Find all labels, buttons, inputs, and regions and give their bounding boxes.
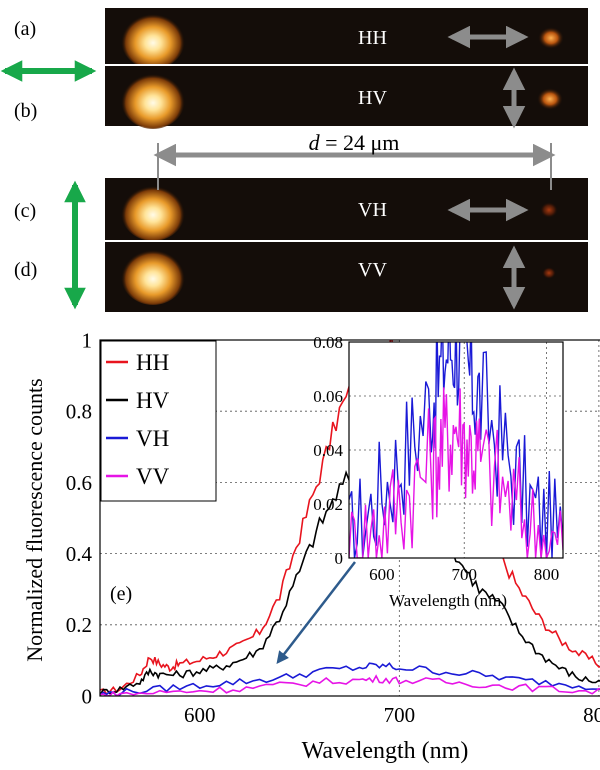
series-line-vh: [349, 342, 563, 558]
mode-label-vv: VV: [358, 259, 387, 281]
series-line-vv: [100, 674, 600, 696]
legend-box: [100, 340, 217, 502]
legend: HH HV VH VV: [100, 340, 217, 502]
mode-label-hv: HV: [358, 87, 387, 109]
panel-label-b: (b): [14, 100, 37, 122]
mode-label-vh: VH: [358, 199, 387, 221]
y-tick-label: 0.08: [313, 333, 343, 352]
y-tick-label: 0.8: [66, 400, 92, 424]
series-line-vv: [349, 387, 563, 558]
x-tick-label: 800: [534, 565, 560, 584]
chart-panel-label: (e): [110, 583, 132, 605]
panel-label-c: (c): [14, 200, 36, 222]
inset-frame: [348, 341, 564, 559]
x-tick-label: 600: [184, 703, 216, 727]
mode-label-hh: HH: [358, 27, 387, 49]
y-tick-label: 0: [335, 549, 344, 568]
y-tick-label: 0.6: [66, 471, 92, 495]
y-tick-label: 0.02: [313, 495, 343, 514]
inset-x-axis-label: Wavelength (nm): [389, 591, 507, 610]
y-tick-label: 0.4: [66, 542, 93, 566]
inset-pointer-arrow-icon: [276, 561, 356, 664]
microscope-panels: (a) (b) (c) (d) HH HV VH VV d = 24 μm: [0, 8, 588, 312]
y-tick-label: 0.04: [313, 441, 343, 460]
y-tick-label: 0.2: [66, 613, 92, 637]
inset-chart: 600 700 800 0 0.02 0.04 0.06 0.08 Wavelength (n…: [313, 333, 564, 610]
y-tick-label: 0: [82, 684, 93, 708]
y-tick-label: 1: [82, 328, 93, 352]
x-tick-label: 700: [451, 565, 477, 584]
x-tick-label: 700: [384, 703, 416, 727]
x-tick-label: 600: [369, 565, 395, 584]
x-axis-label: Wavelength (nm): [302, 738, 469, 764]
y-tick-label: 0.06: [313, 387, 343, 406]
legend-entry-vh: VH: [136, 426, 169, 451]
y-axis-label: Normalized fluorescence counts: [22, 378, 47, 661]
panel-label-d: (d): [14, 259, 37, 281]
series-line-vh: [100, 662, 600, 696]
panel-label-a: (a): [14, 18, 36, 40]
legend-entry-vv: VV: [136, 464, 170, 489]
x-tick-label: 800: [583, 703, 600, 727]
legend-entry-hh: HH: [136, 350, 169, 375]
plot-frame: [99, 339, 600, 697]
distance-label: d = 24 μm: [309, 130, 400, 155]
legend-entry-hv: HV: [136, 388, 170, 413]
